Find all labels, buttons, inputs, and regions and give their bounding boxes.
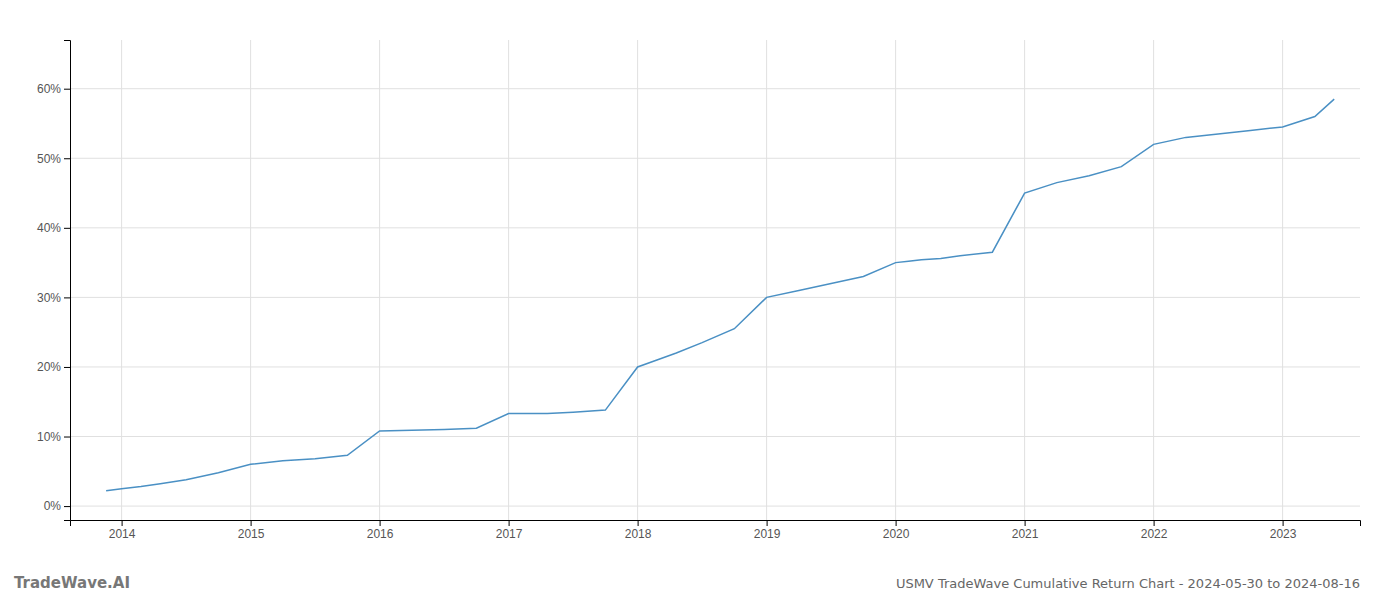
x-tick-label: 2020	[883, 527, 910, 541]
y-tick-label: 0%	[44, 499, 62, 513]
grid-line-x	[1024, 40, 1025, 520]
grid-line-y	[70, 297, 1360, 298]
y-axis-line	[64, 41, 71, 521]
y-tick: 60%	[37, 82, 70, 96]
y-tick: 0%	[44, 499, 70, 513]
y-tick-mark	[64, 158, 70, 159]
x-tick-mark	[1025, 520, 1026, 526]
grid-line-y	[70, 436, 1360, 437]
x-tick-label: 2018	[625, 527, 652, 541]
y-tick-label: 40%	[37, 221, 61, 235]
x-tick: 2017	[496, 520, 523, 541]
x-tick-mark	[509, 520, 510, 526]
grid-line-x	[1153, 40, 1154, 520]
x-tick-label: 2021	[1012, 527, 1039, 541]
y-tick: 50%	[37, 152, 70, 166]
x-tick-label: 2015	[238, 527, 265, 541]
x-tick-label: 2017	[496, 527, 523, 541]
marks	[106, 99, 1334, 491]
grid-line-x	[250, 40, 251, 520]
x-tick-mark	[251, 520, 252, 526]
y-tick-label: 50%	[37, 152, 61, 166]
grid-line-y	[70, 158, 1360, 159]
grid	[70, 40, 1360, 520]
x-tick-mark	[1154, 520, 1155, 526]
y-tick-mark	[64, 437, 70, 438]
y-tick-mark	[64, 228, 70, 229]
x-tick-label: 2023	[1270, 527, 1297, 541]
grid-line-x	[1282, 40, 1283, 520]
grid-line-y	[70, 88, 1360, 89]
x-tick: 2016	[367, 520, 394, 541]
x-tick-mark	[896, 520, 897, 526]
grid-line-x	[379, 40, 380, 520]
x-tick: 2022	[1141, 520, 1168, 541]
x-tick-mark	[122, 520, 123, 526]
grid-line-y	[70, 227, 1360, 228]
y-axis: 0% 10% 20% 30% 40% 50% 60%	[37, 41, 71, 521]
y-tick-label: 30%	[37, 291, 61, 305]
x-axis-line	[71, 521, 1361, 527]
y-tick: 20%	[37, 360, 70, 374]
line	[106, 99, 1334, 491]
x-tick-label: 2022	[1141, 527, 1168, 541]
y-tick-mark	[64, 506, 70, 507]
grid-line-x	[895, 40, 896, 520]
x-tick-label: 2014	[109, 527, 136, 541]
x-axis: 2014 2015 2016 2017 2018 2019 2020 2021 2022 2023	[71, 520, 1361, 541]
y-tick: 10%	[37, 430, 70, 444]
x-tick: 2023	[1270, 520, 1297, 541]
x-tick-mark	[380, 520, 381, 526]
x-tick-mark	[1283, 520, 1284, 526]
y-tick: 30%	[37, 291, 70, 305]
grid-line-x	[121, 40, 122, 520]
y-tick-mark	[64, 367, 70, 368]
watermark: TradeWave.AI	[14, 574, 130, 592]
grid-line-x	[766, 40, 767, 520]
grid-line-y	[70, 366, 1360, 367]
x-tick: 2019	[754, 520, 781, 541]
x-tick-label: 2019	[754, 527, 781, 541]
x-tick: 2015	[238, 520, 265, 541]
y-tick-label: 20%	[37, 360, 61, 374]
x-tick: 2020	[883, 520, 910, 541]
x-tick: 2021	[1012, 520, 1039, 541]
x-tick-label: 2016	[367, 527, 394, 541]
grid-line-y	[70, 506, 1360, 507]
y-tick-mark	[64, 297, 70, 298]
chart: 2014 2015 2016 2017 2018 2019 2020 2021 2022 2023…	[0, 0, 1400, 600]
grid-line-x	[637, 40, 638, 520]
title: USMV TradeWave Cumulative Return Chart -…	[896, 576, 1360, 591]
y-tick-label: 60%	[37, 82, 61, 96]
plot-area: 2014 2015 2016 2017 2018 2019 2020 2021 2022 2023…	[37, 40, 1361, 541]
grid-line-x	[508, 40, 509, 520]
y-tick: 40%	[37, 221, 70, 235]
x-tick: 2018	[625, 520, 652, 541]
x-tick: 2014	[109, 520, 136, 541]
y-tick-label: 10%	[37, 430, 61, 444]
x-tick-mark	[638, 520, 639, 526]
y-tick-mark	[64, 89, 70, 90]
x-tick-mark	[767, 520, 768, 526]
